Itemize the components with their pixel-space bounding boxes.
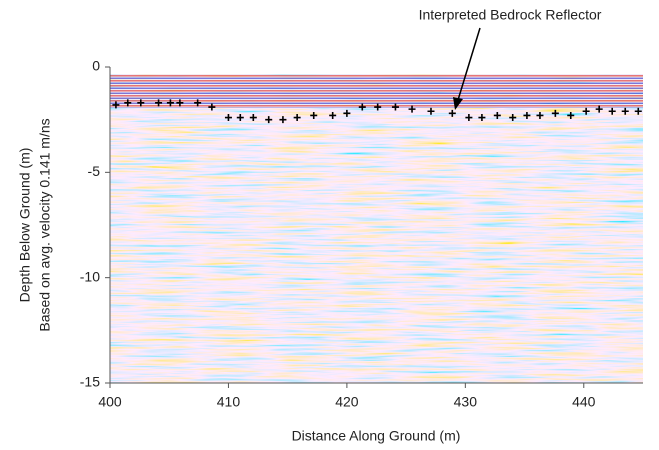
reflector-point <box>265 116 273 124</box>
reflector-point <box>595 105 603 113</box>
x-tick-label: 400 <box>98 394 122 410</box>
y-axis-title: Depth Below Ground (m) <box>17 148 33 303</box>
reflector-point <box>408 105 416 113</box>
x-tick-label: 420 <box>335 394 359 410</box>
reflector-point <box>478 114 486 122</box>
y-tick-label: -5 <box>88 163 101 179</box>
reflector-point <box>137 99 145 107</box>
reflector-point <box>293 114 301 122</box>
reflector-point <box>427 107 435 115</box>
reflector-point <box>124 99 132 107</box>
reflector-point <box>176 99 184 107</box>
reflector-point <box>166 99 174 107</box>
x-tick-label: 410 <box>217 394 241 410</box>
reflector-point <box>329 111 337 119</box>
reflector-point <box>279 116 287 124</box>
x-tick-label: 430 <box>454 394 478 410</box>
y-tick-label: -15 <box>80 374 100 390</box>
reflector-point <box>224 114 232 122</box>
reflector-point <box>634 107 642 115</box>
radargram <box>110 67 643 383</box>
reflector-point <box>112 101 120 109</box>
reflector-point <box>621 107 629 115</box>
reflector-point <box>536 111 544 119</box>
reflector-point <box>249 114 257 122</box>
reflector-point <box>551 109 559 117</box>
reflector-point <box>608 107 616 115</box>
reflector-point <box>358 103 366 111</box>
y-tick-label: -10 <box>80 268 100 284</box>
annotation-arrow <box>453 27 481 110</box>
reflector-point <box>310 111 318 119</box>
reflector-point <box>465 114 473 122</box>
reflector-point <box>391 103 399 111</box>
reflector-point <box>208 103 216 111</box>
reflector-point <box>194 99 202 107</box>
reflector-point <box>448 109 456 117</box>
y-tick-label: 0 <box>92 58 100 74</box>
reflector-point <box>567 111 575 119</box>
reflector-point <box>155 99 163 107</box>
reflector-point <box>236 114 244 122</box>
reflector-point <box>582 107 590 115</box>
annotation: Interpreted Bedrock Reflector <box>419 7 602 23</box>
x-axis-title: Distance Along Ground (m) <box>292 428 461 444</box>
reflector-point <box>343 109 351 117</box>
reflector-point <box>523 111 531 119</box>
reflector-point <box>493 111 501 119</box>
y-axis-title: Based on avg. velocity 0.141 m/ns <box>37 118 53 331</box>
x-tick-label: 440 <box>572 394 596 410</box>
reflector-point <box>374 103 382 111</box>
reflector-point <box>509 114 517 122</box>
